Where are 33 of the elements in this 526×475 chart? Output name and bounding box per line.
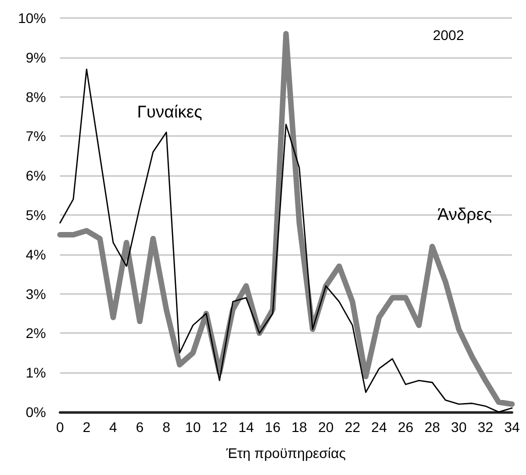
y-tick-label: 1% bbox=[26, 364, 46, 381]
y-tick-label: 5% bbox=[26, 207, 46, 223]
y-tick-label: 2% bbox=[26, 325, 46, 342]
x-axis-title: Έτη προϋπηρεσίας bbox=[225, 445, 346, 461]
annotation: 2002 bbox=[432, 27, 464, 43]
y-tick-label: 8% bbox=[26, 88, 46, 105]
y-tick-label: 10% bbox=[18, 10, 46, 26]
series-label: Γυναίκες bbox=[137, 102, 202, 122]
x-tick-label: 0 bbox=[56, 419, 64, 435]
x-tick-label: 14 bbox=[238, 419, 254, 435]
x-tick-label: 20 bbox=[318, 419, 334, 435]
y-tick-label: 7% bbox=[26, 128, 46, 144]
x-tick-label: 6 bbox=[136, 419, 144, 435]
y-tick-label: 9% bbox=[26, 49, 46, 66]
x-tick-label: 18 bbox=[292, 419, 308, 435]
x-tick-label: 28 bbox=[424, 419, 440, 435]
x-tick-label: 30 bbox=[451, 419, 467, 435]
x-tick-label: 8 bbox=[162, 419, 170, 435]
x-tick-label: 16 bbox=[264, 419, 281, 435]
x-tick-label: 12 bbox=[212, 419, 228, 435]
x-tick-label: 26 bbox=[398, 419, 414, 435]
x-tick-label: 22 bbox=[344, 419, 360, 435]
y-tick-label: 6% bbox=[26, 168, 46, 184]
x-tick-label: 32 bbox=[478, 419, 494, 435]
x-tick-label: 24 bbox=[371, 419, 388, 435]
x-tick-label: 10 bbox=[185, 419, 201, 435]
x-tick-label: 4 bbox=[109, 419, 118, 435]
x-tick-label: 34 bbox=[504, 419, 520, 435]
y-tick-label: 4% bbox=[26, 246, 46, 262]
y-tick-label: 0% bbox=[26, 404, 46, 420]
series-label: Άνδρες bbox=[438, 204, 492, 224]
y-tick-label: 3% bbox=[26, 286, 46, 302]
x-tick-label: 2 bbox=[82, 419, 91, 435]
